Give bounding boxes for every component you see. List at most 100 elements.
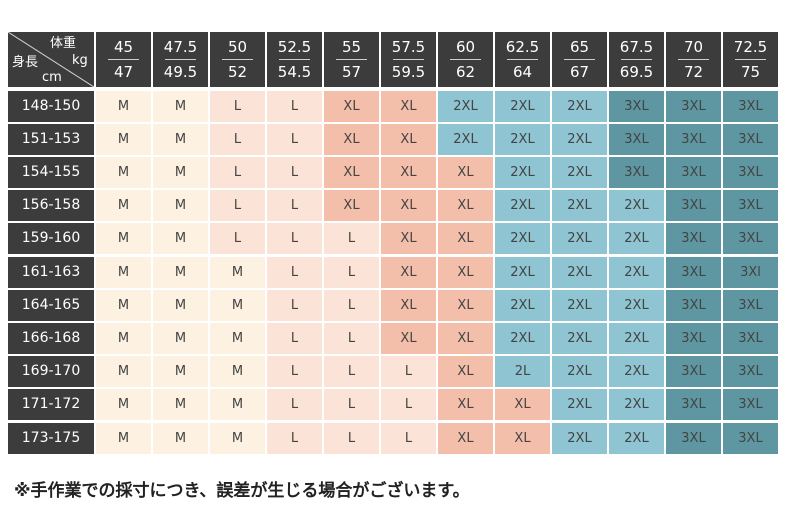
size-cell: L [210,223,265,255]
size-cell: 2XL [552,422,607,454]
size-cell: L [267,389,322,421]
size-cell: L [324,256,379,288]
size-cell: L [267,422,322,454]
size-cell: L [381,422,436,454]
size-cell: L [267,223,322,255]
size-cell: 3XL [723,123,778,155]
size-cell: XL [324,90,379,122]
weight-from: 50 [227,38,248,56]
size-cell: XL [381,256,436,288]
size-cell: L [324,289,379,321]
size-cell: 3XL [666,389,721,421]
weight-from: 45 [113,38,134,56]
size-cell: M [96,356,151,388]
size-cell: M [210,389,265,421]
size-cell: XL [324,156,379,188]
size-cell: M [153,123,208,155]
size-cell: XL [438,289,493,321]
size-cell: XL [381,289,436,321]
size-cell: L [324,223,379,255]
size-cell: M [153,356,208,388]
size-cell: L [324,422,379,454]
weight-range-divider [678,59,709,60]
size-cell: L [267,256,322,288]
corner-diagonal-line [8,32,94,87]
weight-unit: kg [72,53,88,68]
height-row-label: 151-153 [8,123,94,155]
weight-to: 75 [740,63,761,81]
size-cell: XL [324,123,379,155]
size-cell: 2XL [495,90,550,122]
height-row-label: 164-165 [8,289,94,321]
size-cell: L [324,389,379,421]
size-cell: XL [438,422,493,454]
size-cell: 2XL [552,256,607,288]
weight-column-header: 62.5 64 [495,32,550,87]
size-cell: M [96,256,151,288]
size-cell: XL [381,190,436,222]
size-cell: L [267,190,322,222]
size-cell: 2XL [609,356,664,388]
size-cell: 3XL [723,90,778,122]
weight-to: 54.5 [277,63,312,81]
size-cell: 3XL [723,223,778,255]
size-cell: 2XL [438,123,493,155]
size-cell: XL [495,389,550,421]
weight-range-divider [279,59,310,60]
size-cell: 2XL [552,223,607,255]
size-cell: M [96,422,151,454]
size-cell: XL [438,223,493,255]
size-cell: M [96,289,151,321]
size-cell: 2XL [438,90,493,122]
weight-to: 67 [569,63,590,81]
height-row-label: 161-163 [8,256,94,288]
weight-column-header: 72.5 75 [723,32,778,87]
size-cell: 3XL [666,156,721,188]
height-row-label: 154-155 [8,156,94,188]
size-cell: M [96,223,151,255]
size-cell: 3XL [723,156,778,188]
size-cell: 2XL [609,422,664,454]
weight-column-header: 45 47 [96,32,151,87]
weight-from: 47.5 [163,38,198,56]
weight-from: 70 [683,38,704,56]
height-row-label: 169-170 [8,356,94,388]
size-cell: 3XL [723,190,778,222]
size-cell: 3XL [666,123,721,155]
weight-column-header: 65 67 [552,32,607,87]
size-cell: 3Xl [723,256,778,288]
height-row-label: 173-175 [8,422,94,454]
size-cell: 2XL [495,256,550,288]
weight-from: 72.5 [733,38,768,56]
size-cell: XL [381,322,436,354]
size-cell: 2XL [609,389,664,421]
size-cell: XL [381,123,436,155]
weight-from: 55 [341,38,362,56]
height-unit: cm [42,70,62,85]
size-cell: 3XL [666,190,721,222]
size-cell: M [153,223,208,255]
size-cell: 2XL [495,123,550,155]
size-cell: M [96,322,151,354]
size-cell: 2XL [552,156,607,188]
size-cell: 2XL [609,190,664,222]
weight-from: 65 [569,38,590,56]
height-row-label: 148-150 [8,90,94,122]
size-cell: L [210,190,265,222]
size-cell: M [96,190,151,222]
size-cell: M [210,322,265,354]
size-cell: 3XL [723,322,778,354]
weight-column-header: 50 52 [210,32,265,87]
size-cell: 2XL [495,223,550,255]
weight-to: 49.5 [163,63,198,81]
size-cell: 2XL [609,322,664,354]
size-cell: L [210,156,265,188]
weight-to: 52 [227,63,248,81]
weight-column-header: 67.5 69.5 [609,32,664,87]
height-label: 身長 [12,55,39,70]
weight-column-header: 57.5 59.5 [381,32,436,87]
size-cell: 2XL [552,322,607,354]
size-cell: 2XL [495,322,550,354]
weight-column-header: 55 57 [324,32,379,87]
size-cell: M [210,289,265,321]
